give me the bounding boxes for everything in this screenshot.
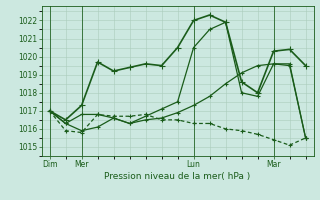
X-axis label: Pression niveau de la mer( hPa ): Pression niveau de la mer( hPa ): [104, 172, 251, 181]
